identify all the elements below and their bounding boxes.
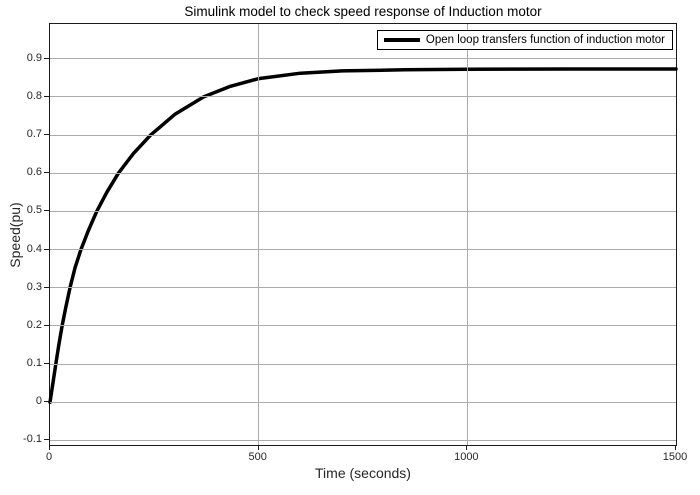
- x-tick-label: 500: [248, 451, 267, 463]
- x-tick-mark: [258, 445, 259, 450]
- legend: Open loop transfers function of inductio…: [376, 30, 673, 50]
- y-gridline: [50, 210, 676, 212]
- y-tick-mark: [44, 134, 49, 135]
- y-tick-mark: [44, 210, 49, 211]
- response-curve: [48, 67, 678, 405]
- y-tick-mark: [44, 439, 49, 440]
- y-tick-label: 0.4: [26, 242, 42, 255]
- y-tick-label: 0.6: [26, 166, 42, 179]
- x-tick-mark: [49, 445, 50, 450]
- y-tick-label: 0: [35, 395, 42, 408]
- y-tick-label: 0.7: [26, 128, 42, 141]
- y-gridline: [50, 401, 676, 403]
- plot-area: Open loop transfers function of inductio…: [48, 23, 678, 446]
- y-gridline: [50, 172, 676, 174]
- curve-canvas: [48, 67, 678, 405]
- x-axis-label: Time (seconds): [315, 465, 411, 481]
- y-tick-mark: [44, 249, 49, 250]
- y-tick-label: 0.5: [26, 204, 42, 217]
- x-tick-label: 0: [45, 451, 53, 463]
- legend-label: Open loop transfers function of inductio…: [425, 34, 665, 46]
- y-tick-label: 0.2: [26, 318, 42, 331]
- x-gridline: [466, 24, 468, 445]
- y-tick-mark: [44, 287, 49, 288]
- y-tick-label: -0.1: [23, 433, 42, 446]
- y-gridline: [50, 58, 676, 60]
- legend-line-sample-icon: [383, 38, 420, 42]
- y-tick-mark: [44, 96, 49, 97]
- y-gridline: [50, 96, 676, 98]
- x-gridline: [258, 24, 260, 445]
- y-tick-label: 0.3: [26, 280, 42, 293]
- y-tick-mark: [44, 58, 49, 59]
- y-axis-label: Speed(pu): [7, 202, 23, 268]
- y-tick-label: 0.9: [26, 51, 42, 64]
- y-gridline: [50, 249, 676, 251]
- y-tick-mark: [44, 401, 49, 402]
- y-gridline: [50, 287, 676, 289]
- y-tick-label: 0.1: [26, 357, 42, 370]
- y-gridline: [50, 363, 676, 365]
- x-tick-mark: [675, 445, 676, 450]
- x-tick-mark: [466, 445, 467, 450]
- y-tick-mark: [44, 325, 49, 326]
- x-tick-label: 1500: [662, 451, 688, 463]
- y-gridline: [50, 134, 676, 136]
- x-tick-label: 1000: [454, 451, 479, 463]
- y-gridline: [50, 325, 676, 327]
- plot-title: Simulink model to check speed response o…: [184, 4, 542, 19]
- y-tick-mark: [44, 172, 49, 173]
- y-gridline: [50, 439, 676, 441]
- y-tick-label: 0.8: [26, 89, 42, 102]
- y-tick-mark: [44, 363, 49, 364]
